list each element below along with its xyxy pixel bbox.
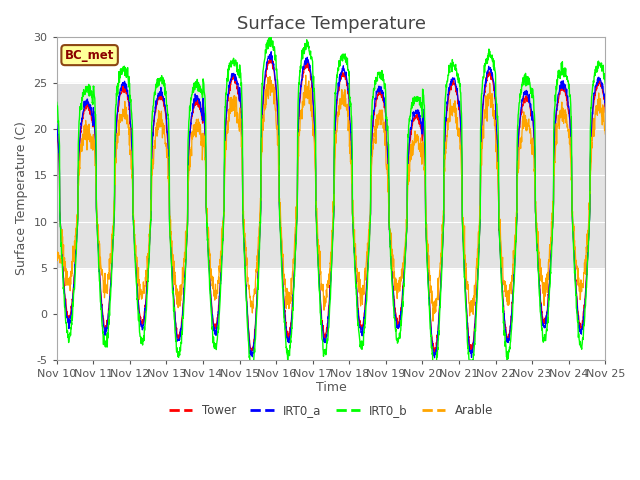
X-axis label: Time: Time [316,382,346,395]
Title: Surface Temperature: Surface Temperature [237,15,426,33]
Text: BC_met: BC_met [65,48,115,61]
Bar [57,84,605,267]
Y-axis label: Surface Temperature (C): Surface Temperature (C) [15,121,28,276]
Legend: Tower, IRT0_a, IRT0_b, Arable: Tower, IRT0_a, IRT0_b, Arable [164,399,498,421]
